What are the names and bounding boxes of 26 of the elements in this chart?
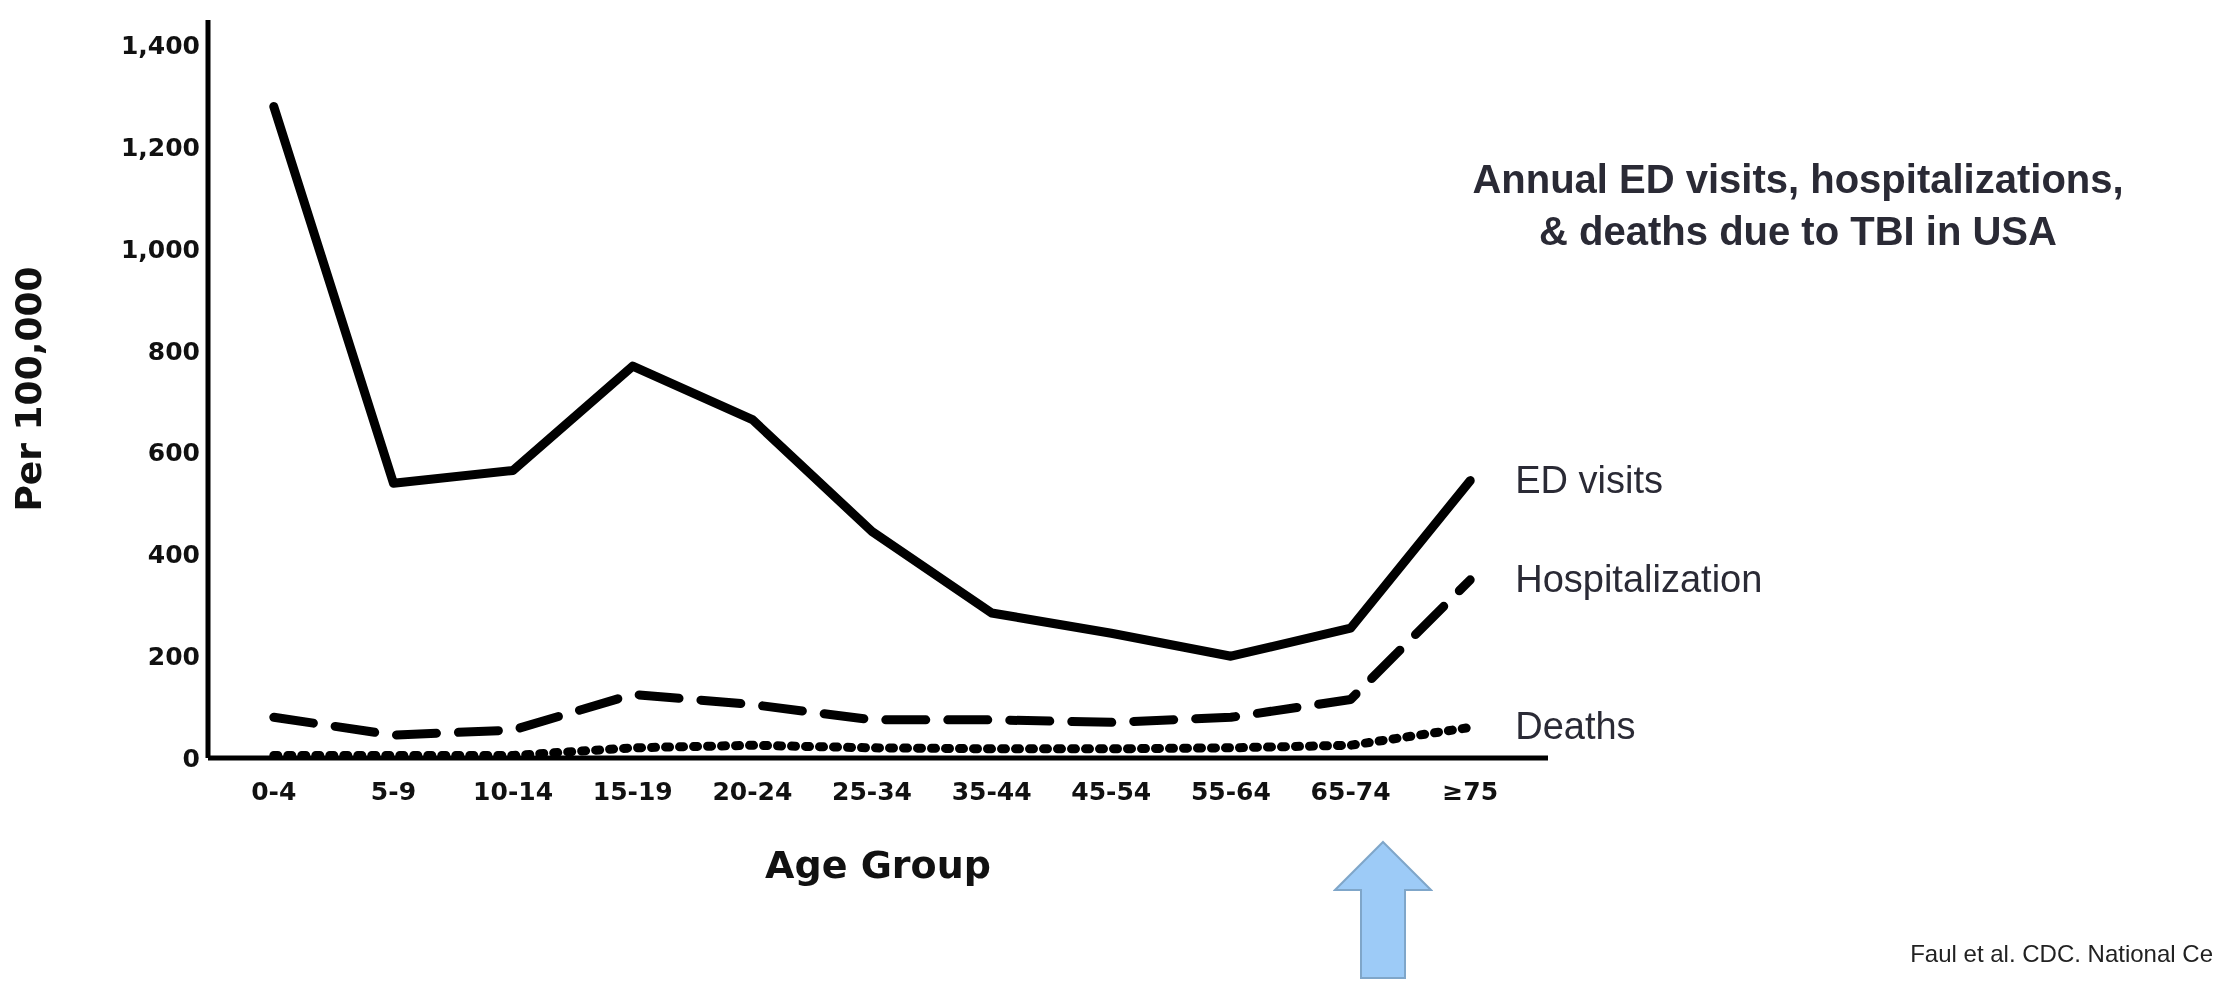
series-label: ED visits — [1515, 458, 1664, 501]
x-tick-label: 5-9 — [370, 776, 417, 806]
y-tick-label: 800 — [147, 336, 200, 366]
x-tick-label: 10-14 — [473, 776, 554, 806]
x-tick-label: 65-74 — [1310, 776, 1391, 806]
x-tick-label: 0-4 — [251, 776, 297, 806]
y-axis-title: Per 100,000 — [7, 266, 49, 512]
series-label: Hospitalization — [1515, 557, 1763, 600]
text: Faul et al. CDC. National Ce — [1910, 940, 2213, 968]
x-tick-label: 45-54 — [1071, 776, 1152, 806]
y-tick-label: 400 — [147, 540, 200, 570]
series-label: Deaths — [1515, 705, 1636, 748]
y-tick-label: 200 — [147, 642, 200, 672]
x-tick-label: 35-44 — [951, 776, 1032, 806]
y-tick-label: 1,200 — [120, 133, 200, 163]
y-tick-label: 0 — [182, 743, 200, 773]
y-tick-label: 1,400 — [120, 31, 200, 61]
y-tick-label: 1,000 — [120, 234, 200, 264]
x-tick-label: 55-64 — [1190, 776, 1271, 806]
text: Annual ED visits, hospitalizations, & deaths due to TBI in USA — [1471, 156, 2125, 255]
x-axis-title: Age Group — [765, 843, 991, 887]
y-tick-label: 600 — [147, 438, 200, 468]
x-tick-label: 25-34 — [832, 776, 912, 806]
x-tick-label: 15-19 — [592, 776, 673, 806]
x-tick-label: 20-24 — [712, 776, 793, 806]
x-tick-label: ≥75 — [1442, 776, 1499, 806]
